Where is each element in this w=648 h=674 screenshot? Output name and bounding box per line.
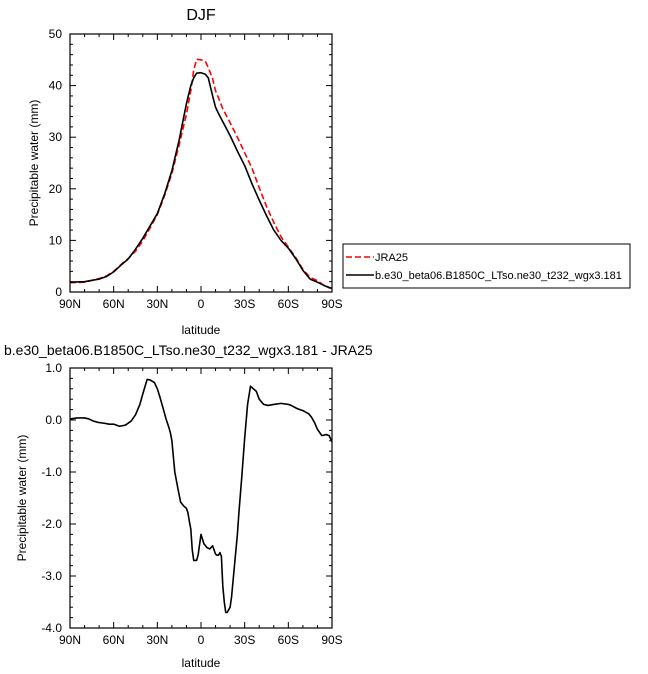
- bottom-chart-plot: 90N 60N 30N 0 30S 60S 90S -4.0 -3.0 -2.0 -1.0 0.0 1.…: [41, 361, 342, 647]
- top-chart-x-tick-label: 0: [198, 297, 205, 311]
- top-chart-y-tick-label: 0: [55, 285, 62, 299]
- top-chart-legend: JRA25 b.e30_beta06.B1850C_LTso.ne30_t232…: [342, 243, 631, 289]
- legend-box: [342, 243, 631, 289]
- top-chart-series-line-1: [69, 71, 333, 290]
- top-chart-x-tick-label: 30N: [146, 297, 168, 311]
- top-chart-x-tick-label: 60S: [278, 297, 299, 311]
- bottom-chart-x-tick-label: 60N: [103, 633, 125, 647]
- top-chart-y-tick-label: 40: [49, 79, 63, 93]
- bottom-chart-ylabel: Precipitable water (mm): [15, 435, 29, 562]
- top-chart-x-tick-label: 90S: [321, 297, 342, 311]
- top-chart-y-tick-label: 10: [49, 233, 63, 247]
- top-chart-ylabel: Precipitable water (mm): [27, 100, 41, 227]
- bottom-chart-y-tick-label: -4.0: [41, 621, 62, 635]
- bottom-chart-y-tick-label: -1.0: [41, 465, 62, 479]
- bottom-chart-series-line-0: [69, 378, 333, 614]
- top-chart-y-tick-label: 30: [49, 130, 63, 144]
- top-chart-x-tick-label: 90N: [59, 297, 81, 311]
- bottom-chart-x-tick-label: 30N: [146, 633, 168, 647]
- bottom-chart-y-tick-label: 1.0: [45, 361, 62, 375]
- bottom-chart-x-tick-label: 90N: [59, 633, 81, 647]
- top-chart-title: DJF: [186, 7, 216, 24]
- top-chart-y-tick-label: 50: [49, 27, 63, 41]
- bottom-chart-y-tick-label: -3.0: [41, 569, 62, 583]
- bottom-chart: b.e30_beta06.B1850C_LTso.ne30_t232_wgx3.…: [4, 342, 373, 670]
- bottom-chart-y-tick-label: -2.0: [41, 517, 62, 531]
- top-chart-xlabel: latitude: [182, 323, 221, 337]
- bottom-chart-x-tick-label: 30S: [234, 633, 255, 647]
- top-chart-x-tick-label: 30S: [234, 297, 255, 311]
- top-chart-y-tick-label: 20: [49, 182, 63, 196]
- bottom-chart-xlabel: latitude: [182, 656, 221, 670]
- bottom-chart-title: b.e30_beta06.B1850C_LTso.ne30_t232_wgx3.…: [4, 342, 373, 358]
- bottom-chart-x-tick-label: 90S: [321, 633, 342, 647]
- top-chart-plot: 90N 60N 30N 0 30S 60S 90S 0 10 20 30 40 50: [49, 27, 343, 311]
- legend-label-model: b.e30_beta06.B1850C_LTso.ne30_t232_wgx3.…: [375, 270, 622, 282]
- bottom-chart-x-tick-label: 60S: [278, 633, 299, 647]
- top-chart-x-tick-label: 60N: [103, 297, 125, 311]
- bottom-chart-x-tick-label: 0: [198, 633, 205, 647]
- legend-label-jra25: JRA25: [375, 252, 408, 264]
- bottom-chart-y-tick-label: 0.0: [45, 413, 62, 427]
- top-chart: DJF Precipitable water (mm) latitude 90N…: [27, 7, 631, 337]
